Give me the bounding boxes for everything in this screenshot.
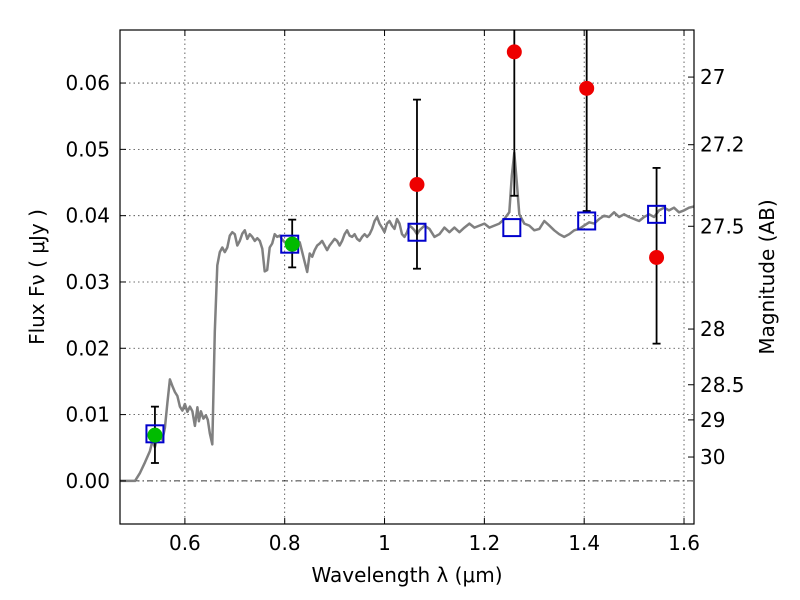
y-axis-title: Flux Fν ( μJy ): [25, 209, 49, 345]
x-tick-label: 1: [378, 531, 391, 555]
y-tick-label: 0.02: [65, 336, 110, 360]
y-tick-label: 0.06: [65, 71, 110, 95]
plot-frame: [119, 29, 695, 525]
model-flux-square: [502, 218, 522, 238]
y-tick-label: 0.03: [65, 270, 110, 294]
x-tick-label: 0.8: [269, 531, 301, 555]
y-tick-label: 0.00: [65, 469, 110, 493]
magnitude-tick-label: 30: [700, 445, 725, 469]
observed-flux-point: [284, 236, 300, 252]
magnitude-tick-label: 28: [700, 317, 725, 341]
model-flux-square: [647, 204, 667, 224]
magnitude-tick-label: 28.5: [700, 373, 745, 397]
magnitude-axis-ticks: 27 27.2 27.5 28 28.5 29 30: [688, 65, 745, 469]
y-tick-label: 0.05: [65, 137, 110, 161]
template-sed: [120, 151, 694, 483]
observed-photometry: [147, 44, 665, 443]
template-sed-line: [120, 151, 694, 483]
observed-flux-point: [649, 249, 665, 265]
magnitude-tick-label: 29: [700, 408, 725, 432]
x-tick-label: 0.6: [169, 531, 201, 555]
observed-flux-point: [147, 427, 163, 443]
model-photometry: [145, 204, 667, 444]
model-flux-square: [407, 222, 427, 242]
x-axis-ticks: 0.6 0.8 1 1.2 1.4 1.6: [169, 30, 700, 555]
x-axis-title: Wavelength λ (μm): [311, 563, 502, 587]
y-tick-label: 0.01: [65, 403, 110, 427]
model-flux-square: [577, 211, 597, 231]
magnitude-tick-label: 27.5: [700, 214, 745, 238]
y-axis-ticks: 0.00 0.01 0.02 0.03 0.04 0.05 0.06: [65, 71, 126, 493]
x-tick-label: 1.4: [568, 531, 600, 555]
x-tick-label: 1.2: [468, 531, 500, 555]
magnitude-tick-label: 27.2: [700, 133, 745, 157]
observed-flux-point: [409, 176, 425, 192]
right-axis-title: Magnitude (AB): [755, 199, 779, 354]
y-tick-label: 0.04: [65, 204, 110, 228]
observed-flux-point: [506, 44, 522, 60]
magnitude-tick-label: 27: [700, 65, 725, 89]
observed-flux-point: [579, 80, 595, 96]
x-tick-label: 1.6: [668, 531, 700, 555]
